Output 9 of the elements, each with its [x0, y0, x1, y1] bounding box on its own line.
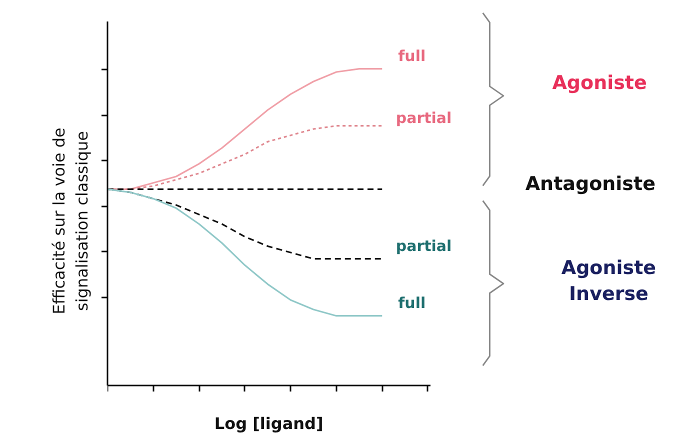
series-label: full: [398, 47, 426, 66]
text: Antagoniste: [525, 172, 656, 195]
y-axis-title: Efficacité sur la voie de signalisation classique: [50, 128, 92, 314]
series-label: partial: [396, 108, 452, 127]
series-label: full: [398, 294, 426, 312]
x-axis-title: Log [ligand]: [214, 414, 324, 434]
text: Agoniste: [552, 72, 647, 94]
text: Agoniste Inverse: [561, 256, 656, 306]
series-label: partial: [396, 237, 452, 256]
